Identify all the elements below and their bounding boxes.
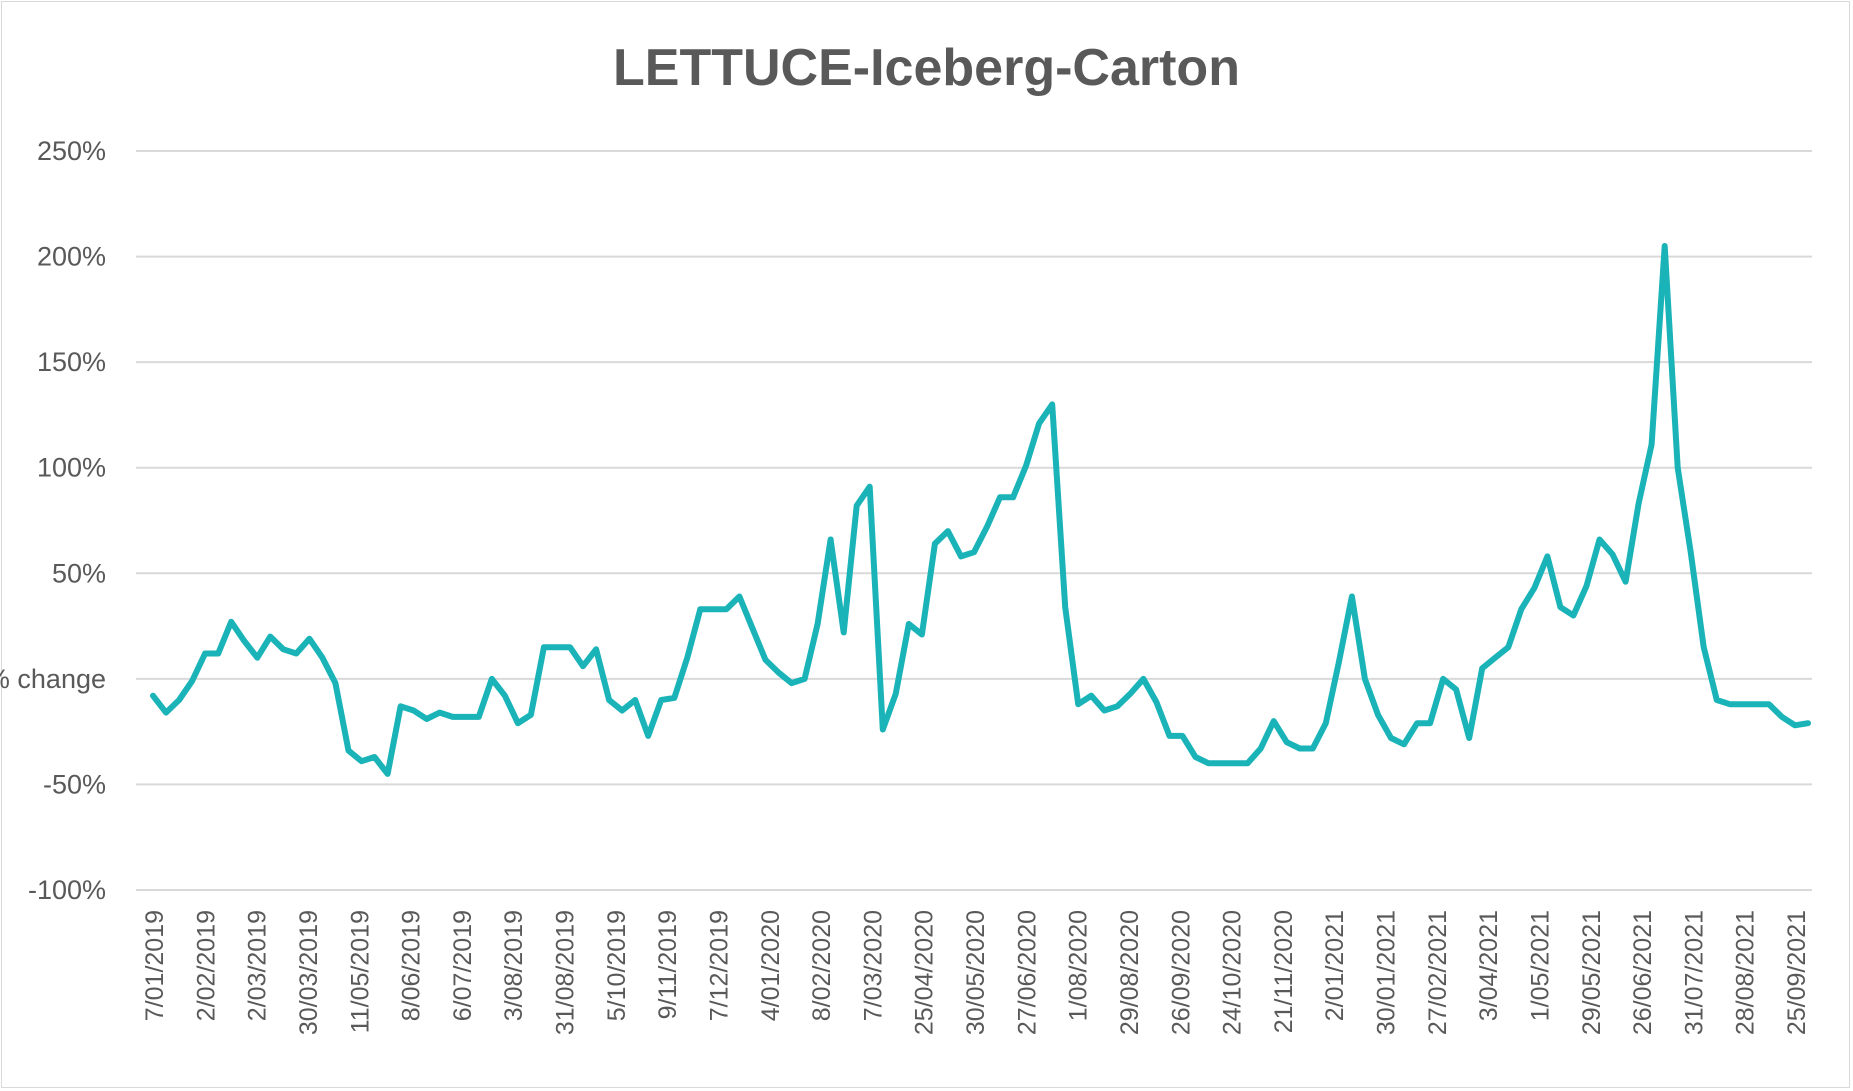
x-tick-label: 3/08/2019 [500,910,528,1021]
x-tick-label: 29/05/2021 [1578,910,1606,1035]
y-tick-label: -50% [43,769,106,799]
x-tick-label: 28/08/2021 [1732,910,1760,1035]
x-tick-label: 7/03/2020 [859,910,887,1021]
x-tick-label: 8/02/2020 [808,910,836,1021]
x-tick-label: 3/04/2021 [1475,910,1503,1021]
x-tick-label: 21/11/2020 [1270,910,1298,1033]
x-tick-label: 9/11/2019 [654,910,682,1019]
x-tick-label: 26/06/2021 [1629,910,1657,1035]
x-tick-label: 24/10/2020 [1219,910,1247,1035]
x-tick-label: 27/02/2021 [1424,910,1452,1035]
x-tick-label: 30/05/2020 [962,910,990,1035]
x-tick-label: 30/03/2019 [295,910,323,1035]
x-tick-label: 26/09/2020 [1167,910,1195,1035]
x-tick-label: 31/08/2019 [552,910,580,1035]
series-line [150,243,1811,777]
x-tick-label: 25/09/2021 [1783,910,1811,1035]
x-tick-label: 6/07/2019 [449,910,477,1021]
y-tick-label: 50% [52,558,106,588]
y-tick-label: 100% [37,453,106,483]
x-tick-label: 2/01/2021 [1321,910,1349,1021]
y-axis-ticks: 250% 200% 150% 100% 50% -50% -100% [28,136,106,905]
x-tick-label: 7/12/2019 [705,910,733,1021]
x-tick-label: 1/08/2020 [1065,910,1093,1021]
y-tick-label: 200% [37,242,106,272]
x-tick-label: 11/05/2019 [346,910,374,1033]
x-tick-label: 4/01/2020 [757,910,785,1021]
gridlines [136,150,1812,891]
chart-title: LETTUCE-Iceberg-Carton [613,39,1240,97]
x-tick-label: 25/04/2020 [911,910,939,1035]
x-tick-label: 27/06/2020 [1013,910,1041,1035]
x-tick-label: 7/01/2019 [141,910,169,1021]
x-tick-label: 1/05/2021 [1526,910,1554,1021]
y-axis-label: % change [0,664,106,694]
x-tick-label: 31/07/2021 [1680,910,1708,1035]
y-tick-label: -100% [28,875,106,905]
x-tick-label: 30/01/2021 [1373,910,1401,1035]
x-tick-label: 29/08/2020 [1116,910,1144,1035]
series-group [150,243,1811,777]
x-tick-label: 2/03/2019 [244,910,272,1021]
y-tick-label: 150% [37,347,106,377]
x-tick-label: 5/10/2019 [603,910,631,1021]
y-tick-label: 250% [37,136,106,166]
x-tick-label: 2/02/2019 [192,910,220,1021]
x-tick-label: 8/06/2019 [398,910,426,1021]
x-axis-ticks: 7/01/2019 2/02/2019 2/03/2019 30/03/2019 11/… [141,910,1811,1035]
